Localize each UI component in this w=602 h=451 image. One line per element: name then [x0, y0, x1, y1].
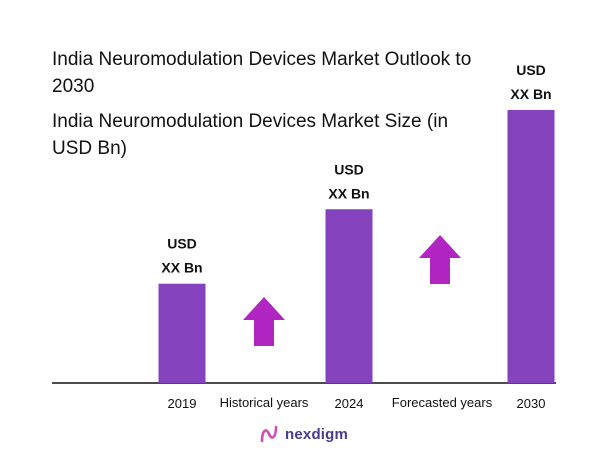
x-tick-label-2030: 2030 — [517, 396, 546, 411]
data-label-2024-line1: USD — [334, 161, 364, 177]
data-label-2030-line1: USD — [516, 62, 546, 78]
period-label-2: Forecasted years — [392, 395, 493, 410]
title-block: India Neuromodulation Devices Market Out… — [52, 46, 492, 162]
bar-2019 — [158, 283, 206, 383]
brand-logo: nexdigm — [258, 423, 348, 445]
nexdigm-logo-icon — [260, 425, 278, 443]
chart-subtitle: India Neuromodulation Devices Market Siz… — [52, 111, 449, 159]
chart-title: India Neuromodulation Devices Market Out… — [52, 49, 472, 97]
data-label-2030-line2: XX Bn — [510, 86, 551, 102]
bar-2024 — [325, 209, 373, 383]
x-tick-label-2024: 2024 — [335, 396, 364, 411]
up-arrow-icon — [243, 297, 285, 346]
data-label-2024-line2: XX Bn — [328, 185, 369, 201]
data-label-2019-line2: XX Bn — [161, 260, 202, 276]
x-tick-label-2019: 2019 — [168, 396, 197, 411]
brand-name: nexdigm — [285, 425, 349, 443]
bar-2030 — [507, 109, 555, 383]
up-arrow-icon — [419, 235, 461, 284]
period-label-1: Historical years — [220, 395, 309, 410]
data-label-2019-line1: USD — [167, 236, 197, 252]
